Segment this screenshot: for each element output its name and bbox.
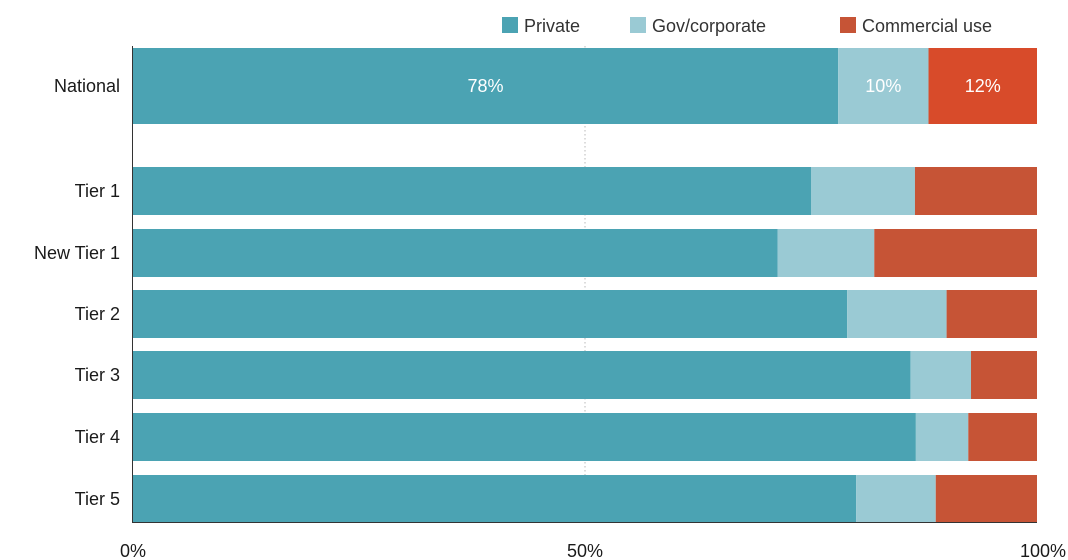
legend-swatch-gov-corporate	[630, 17, 646, 33]
bar-tier-1-commercial-use	[914, 167, 1037, 215]
data-labels: 78% 10% 12%	[468, 76, 1001, 96]
bar-tier-1-gov-corporate	[811, 167, 915, 215]
category-label-new-tier-1: New Tier 1	[34, 243, 120, 263]
data-label-national-gov-corporate: 10%	[865, 76, 901, 96]
data-label-national-private: 78%	[468, 76, 504, 96]
x-tick-label-100: 100%	[1020, 541, 1066, 560]
bar-tier-3-private	[133, 351, 911, 399]
x-tick-labels: 0% 50% 100%	[120, 541, 1066, 560]
bar-national-commercial-use	[928, 48, 1037, 124]
legend-swatch-private	[502, 17, 518, 33]
bar-tier-5-gov-corporate	[856, 475, 936, 523]
x-tick-label-0: 0%	[120, 541, 146, 560]
bar-tier-3-gov-corporate	[910, 351, 972, 399]
bar-tier-5-commercial-use	[935, 475, 1037, 523]
bar-tier-4-gov-corporate	[915, 413, 969, 461]
bar-tier-2-commercial-use	[946, 290, 1037, 338]
bar-tier-3-commercial-use	[971, 351, 1037, 399]
bar-tier-2-gov-corporate	[847, 290, 947, 338]
legend-label-gov-corporate: Gov/corporate	[652, 16, 766, 36]
legend: Private Gov/corporate Commercial use	[502, 16, 992, 36]
category-label-tier-5: Tier 5	[75, 489, 120, 509]
category-label-national: National	[54, 76, 120, 96]
axes	[132, 46, 1037, 523]
category-label-tier-1: Tier 1	[75, 181, 120, 201]
category-label-tier-4: Tier 4	[75, 427, 120, 447]
bar-national-private	[133, 48, 839, 124]
data-label-national-commercial-use: 12%	[965, 76, 1001, 96]
legend-label-private: Private	[524, 16, 580, 36]
category-label-tier-2: Tier 2	[75, 304, 120, 324]
bar-tier-2-private	[133, 290, 848, 338]
x-tick-label-50: 50%	[567, 541, 603, 560]
bar-new-tier-1-commercial-use	[874, 229, 1037, 277]
legend-label-commercial-use: Commercial use	[862, 16, 992, 36]
bars	[133, 48, 1037, 523]
bar-new-tier-1-gov-corporate	[777, 229, 875, 277]
bar-tier-5-private	[133, 475, 857, 523]
bar-tier-1-private	[133, 167, 811, 215]
bar-national-gov-corporate	[838, 48, 929, 124]
bar-tier-4-private	[133, 413, 916, 461]
bar-new-tier-1-private	[133, 229, 778, 277]
bar-tier-4-commercial-use	[968, 413, 1037, 461]
category-labels: National Tier 1 New Tier 1 Tier 2 Tier 3 Tier…	[34, 76, 120, 509]
legend-swatch-commercial-use	[840, 17, 856, 33]
category-label-tier-3: Tier 3	[75, 365, 120, 385]
